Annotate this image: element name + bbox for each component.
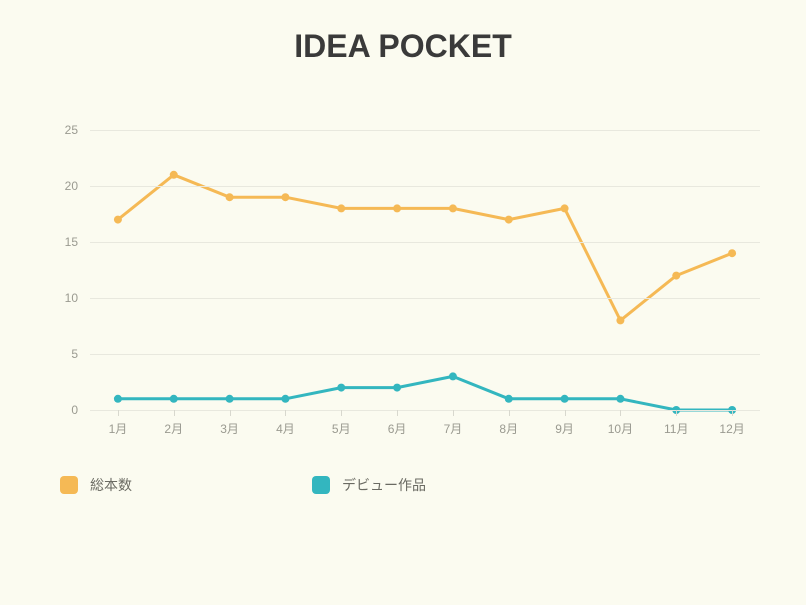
chart-plot-area: 05101520251月2月3月4月5月6月7月8月9月10月11月12月 [90, 130, 760, 410]
x-axis-label: 11月 [664, 420, 688, 437]
x-axis-label: 2月 [164, 420, 183, 437]
x-tick [732, 410, 733, 416]
x-tick [397, 410, 398, 416]
y-axis-label: 20 [65, 179, 78, 193]
x-tick [453, 410, 454, 416]
y-axis-label: 15 [65, 235, 78, 249]
series-marker [616, 395, 624, 403]
series-marker [170, 395, 178, 403]
series-marker [561, 395, 569, 403]
x-tick [676, 410, 677, 416]
series-marker [281, 395, 289, 403]
series-marker [505, 395, 513, 403]
series-marker [114, 395, 122, 403]
chart-svg [90, 130, 760, 410]
x-axis-label: 6月 [388, 420, 407, 437]
chart-legend: 総本数 デビュー作品 [60, 475, 426, 495]
y-axis-label: 5 [71, 347, 78, 361]
gridline [90, 242, 760, 243]
legend-label: デビュー作品 [342, 475, 426, 495]
series-marker [449, 204, 457, 212]
series-marker [114, 216, 122, 224]
x-tick [174, 410, 175, 416]
legend-label: 総本数 [90, 475, 132, 495]
series-marker [672, 272, 680, 280]
y-axis-label: 10 [65, 291, 78, 305]
x-tick [509, 410, 510, 416]
series-marker [449, 372, 457, 380]
series-marker [337, 204, 345, 212]
series-marker [281, 193, 289, 201]
x-axis-label: 5月 [332, 420, 351, 437]
x-tick [285, 410, 286, 416]
series-marker [226, 193, 234, 201]
x-tick [565, 410, 566, 416]
series-marker [393, 204, 401, 212]
series-marker [393, 384, 401, 392]
x-axis-label: 7月 [444, 420, 463, 437]
series-line [118, 376, 732, 410]
x-axis-label: 4月 [276, 420, 295, 437]
legend-swatch [60, 476, 78, 494]
gridline [90, 130, 760, 131]
x-tick [230, 410, 231, 416]
x-axis-label: 3月 [220, 420, 239, 437]
x-axis-label: 8月 [499, 420, 518, 437]
series-marker [226, 395, 234, 403]
x-axis-label: 12月 [719, 420, 744, 437]
series-marker [561, 204, 569, 212]
series-marker [337, 384, 345, 392]
x-axis-label: 10月 [608, 420, 633, 437]
x-tick [341, 410, 342, 416]
x-tick [118, 410, 119, 416]
y-axis-label: 0 [71, 403, 78, 417]
legend-swatch [312, 476, 330, 494]
x-axis-label: 9月 [555, 420, 574, 437]
chart-title: IDEA POCKET [0, 0, 806, 65]
legend-item: 総本数 [60, 475, 132, 495]
series-marker [616, 316, 624, 324]
gridline [90, 298, 760, 299]
series-marker [170, 171, 178, 179]
series-marker [728, 249, 736, 257]
gridline [90, 354, 760, 355]
x-axis-label: 1月 [109, 420, 128, 437]
x-tick [620, 410, 621, 416]
series-marker [505, 216, 513, 224]
y-axis-label: 25 [65, 123, 78, 137]
gridline [90, 410, 760, 411]
gridline [90, 186, 760, 187]
legend-item: デビュー作品 [312, 475, 426, 495]
